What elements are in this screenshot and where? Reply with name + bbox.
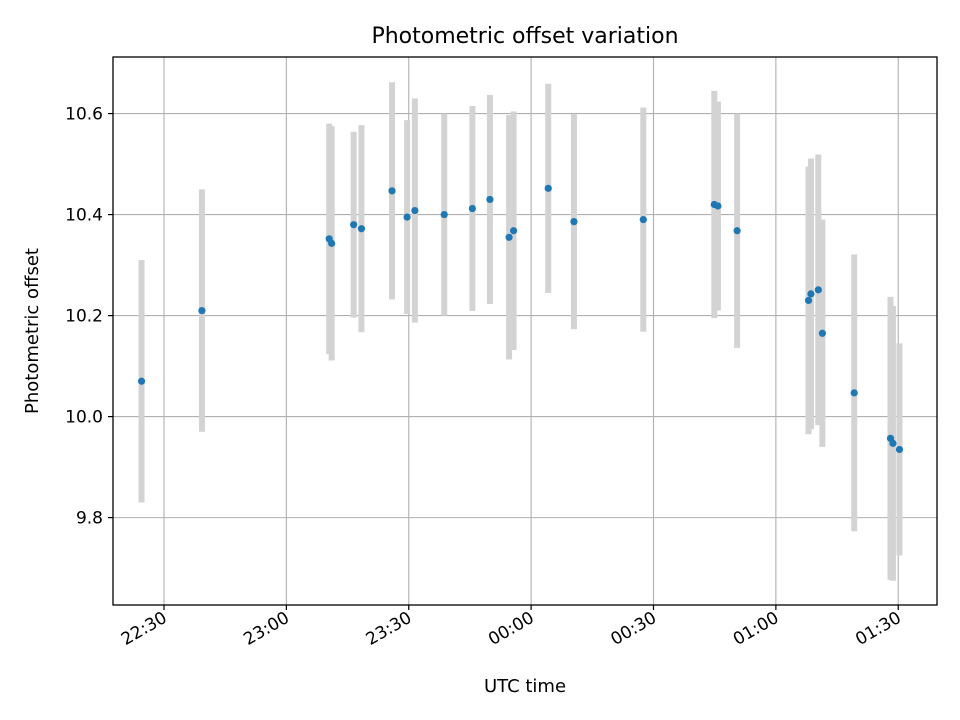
data-point xyxy=(468,204,476,213)
data-point xyxy=(895,445,904,454)
x-tick-label: 00:30 xyxy=(608,608,660,650)
y-tick-label: 10.6 xyxy=(65,105,103,125)
error-bars xyxy=(138,82,903,581)
data-point xyxy=(570,218,578,226)
axis-ticks: 22:30 23:00 23:30 00:00 00:30 01:00 01:30 9.8 10… xyxy=(65,105,905,650)
y-tick-label: 10.2 xyxy=(65,307,103,327)
data-point xyxy=(814,286,822,294)
data-point xyxy=(850,389,858,397)
x-tick-label: 01:30 xyxy=(852,608,904,650)
data-point xyxy=(440,210,448,219)
data-point xyxy=(505,233,513,241)
plot-frame xyxy=(112,56,938,606)
x-tick-label: 22:30 xyxy=(118,608,170,650)
x-tick-label: 01:00 xyxy=(730,608,782,650)
data-point xyxy=(198,306,206,315)
data-point xyxy=(544,184,552,192)
data-point xyxy=(486,195,494,204)
data-point xyxy=(733,227,741,235)
data-point xyxy=(818,329,826,337)
data-point xyxy=(350,221,358,229)
x-tick-label: 00:00 xyxy=(485,608,537,650)
y-axis-label: Photometric offset xyxy=(22,248,43,414)
y-tick-label: 10.4 xyxy=(65,206,103,226)
data-point xyxy=(807,290,815,298)
data-point xyxy=(357,225,366,233)
data-point xyxy=(639,216,647,224)
data-point xyxy=(388,187,396,195)
data-point xyxy=(804,296,813,305)
data-point xyxy=(889,439,897,447)
x-axis-label: UTC time xyxy=(484,676,566,697)
x-tick-label: 23:00 xyxy=(240,608,292,650)
data-point xyxy=(137,377,146,385)
y-tick-label: 9.8 xyxy=(76,509,103,529)
data-points xyxy=(137,184,904,454)
data-point xyxy=(328,239,336,247)
data-point xyxy=(714,202,722,210)
data-point xyxy=(403,213,411,221)
data-point xyxy=(509,227,518,235)
data-point xyxy=(411,206,419,215)
chart-title: Photometric offset variation xyxy=(371,24,678,49)
y-tick-label: 10.0 xyxy=(65,408,103,428)
x-tick-label: 23:30 xyxy=(363,608,415,650)
